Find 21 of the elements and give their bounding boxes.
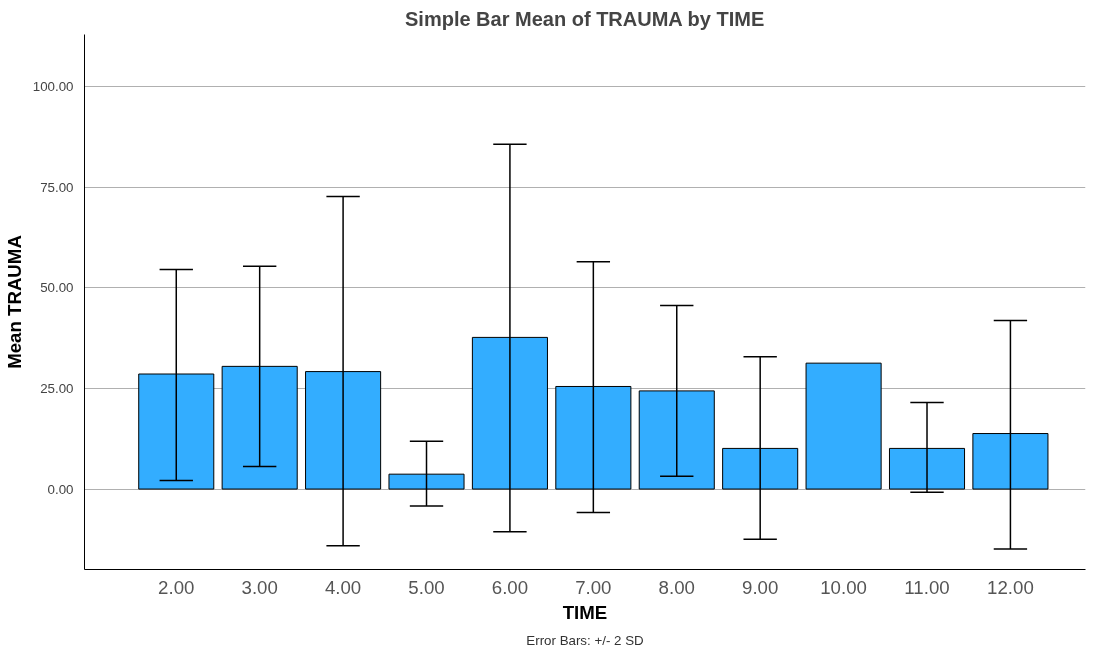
x-tick-label: 3.00 — [241, 576, 278, 598]
text: Error Bars: +/- 2 SD — [526, 632, 644, 648]
x-tick-label: 9.00 — [742, 576, 779, 598]
y-tick-label: 25.00 — [40, 380, 74, 396]
y-tick-label: 100.00 — [32, 79, 74, 95]
y-tick-label: 50.00 — [40, 280, 74, 296]
x-tick-label: 8.00 — [658, 576, 695, 598]
x-tick-label: 2.00 — [158, 576, 195, 598]
y-tick-label: 0.00 — [47, 481, 74, 497]
chart-title: Simple Bar Mean of TRAUMA by TIME — [404, 7, 765, 30]
y-tick-label: 75.00 — [40, 179, 74, 195]
bar — [805, 362, 882, 490]
x-tick-label: 12.00 — [987, 576, 1034, 598]
x-tick-label: 10.00 — [820, 576, 867, 598]
x-tick-label: 4.00 — [324, 576, 362, 598]
x-tick-label: 11.00 — [904, 576, 950, 598]
x-tick-label: 7.00 — [575, 576, 612, 598]
y-axis-title: Mean TRAUMA — [3, 235, 25, 369]
x-tick-label: 6.00 — [491, 576, 529, 598]
x-axis-title: TIME — [562, 601, 608, 623]
x-tick-label: 5.00 — [408, 576, 445, 598]
